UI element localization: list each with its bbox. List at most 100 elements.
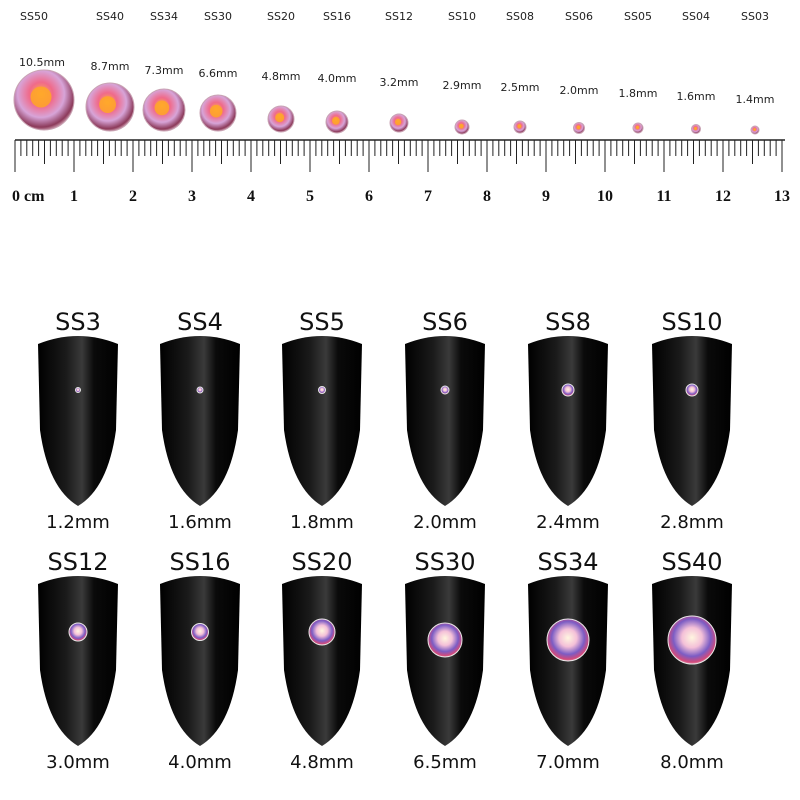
stone-size: 1.8mm [619, 87, 658, 100]
ruler-number: 1 [70, 188, 78, 205]
stone-code: SS05 [624, 10, 652, 23]
stone-code: SS08 [506, 10, 534, 23]
rhinestone [561, 383, 575, 397]
stone-size: 2.0mm [560, 84, 599, 97]
stone-code: SS30 [204, 10, 232, 23]
nail-code: SS8 [545, 308, 591, 336]
nail-tip [282, 576, 362, 746]
ruler-number: 9 [542, 188, 550, 205]
rhinestone [191, 623, 209, 641]
rhinestone-table [154, 100, 170, 116]
rhinestone [440, 385, 450, 395]
stone-code: SS04 [682, 10, 710, 23]
nail-size: 8.0mm [660, 752, 724, 773]
nail-tip [38, 576, 118, 746]
ruler-number: 5 [306, 188, 314, 205]
rhinestone-table [30, 86, 52, 108]
rhinestone-table [517, 124, 522, 129]
nail-tip [160, 576, 240, 746]
stone-code: SS50 [20, 10, 48, 23]
nail-code: SS20 [291, 548, 352, 576]
ruler-number: 2 [129, 188, 137, 205]
stone-size: 1.4mm [736, 93, 775, 106]
ruler-number: 11 [656, 188, 671, 205]
rhinestone-table [635, 125, 640, 130]
nail-size: 1.6mm [168, 512, 232, 533]
stone-size: 2.5mm [501, 81, 540, 94]
nail-code: SS6 [422, 308, 468, 336]
stone-size: 8.7mm [91, 60, 130, 73]
stone-size: 4.8mm [262, 70, 301, 83]
rhinestone-table [458, 123, 464, 129]
rhinestone [546, 618, 590, 662]
rhinestone [427, 622, 463, 658]
nail-code: SS4 [177, 308, 223, 336]
nail-tip [282, 336, 362, 506]
ruler-number: 10 [597, 188, 613, 205]
stone-code: SS03 [741, 10, 769, 23]
rhinestone [68, 622, 88, 642]
rhinestone-table [576, 125, 581, 130]
nail-size: 7.0mm [536, 752, 600, 773]
stone-size: 2.9mm [443, 79, 482, 92]
nail-size: 1.2mm [46, 512, 110, 533]
nail-size: 4.0mm [168, 752, 232, 773]
rhinestone-table [753, 128, 756, 132]
nail-size: 3.0mm [46, 752, 110, 773]
nail-size: 1.8mm [290, 512, 354, 533]
nail-tip [652, 336, 732, 506]
ruler-number: 0 cm [12, 188, 45, 205]
nail-tip [38, 336, 118, 506]
nail-size: 6.5mm [413, 752, 477, 773]
nail-tip [160, 336, 240, 506]
stone-code: SS20 [267, 10, 295, 23]
stone-size: 7.3mm [145, 64, 184, 77]
rhinestone-table [693, 126, 698, 131]
stone-size: 3.2mm [380, 76, 419, 89]
rhinestone-table [275, 113, 285, 123]
nail-code: SS40 [661, 548, 722, 576]
rhinestone-table [99, 96, 116, 113]
ruler-number: 8 [483, 188, 491, 205]
stone-size: 6.6mm [199, 67, 238, 80]
nail-code: SS10 [661, 308, 722, 336]
nail-code: SS5 [299, 308, 345, 336]
rhinestone [75, 387, 81, 393]
nail-tip [528, 336, 608, 506]
rhinestone [685, 383, 699, 397]
rhinestone [667, 615, 717, 665]
ruler-number: 3 [188, 188, 196, 205]
stone-code: SS12 [385, 10, 413, 23]
ruler-number: 4 [247, 188, 255, 205]
nail-code: SS16 [169, 548, 230, 576]
stone-code: SS06 [565, 10, 593, 23]
nail-size: 2.8mm [660, 512, 724, 533]
rhinestone [308, 618, 336, 646]
rhinestone [318, 386, 326, 394]
rhinestone [196, 386, 204, 394]
stone-size: 1.6mm [677, 90, 716, 103]
ruler-number: 12 [715, 188, 731, 205]
ruler-number: 7 [424, 188, 432, 205]
nail-code: SS3 [55, 308, 101, 336]
rhinestone-table [332, 117, 340, 125]
stone-code: SS16 [323, 10, 351, 23]
stone-size: 4.0mm [318, 72, 357, 85]
stone-code: SS40 [96, 10, 124, 23]
nail-tip [405, 576, 485, 746]
stone-code: SS10 [448, 10, 476, 23]
stone-size: 10.5mm [19, 56, 65, 69]
nail-tip [405, 336, 485, 506]
nail-size: 2.4mm [536, 512, 600, 533]
nail-code: SS12 [47, 548, 108, 576]
nail-size: 4.8mm [290, 752, 354, 773]
rhinestone-table [209, 104, 223, 118]
ruler-number: 13 [774, 188, 790, 205]
ruler-number: 6 [365, 188, 373, 205]
rhinestone-table [394, 118, 402, 126]
stone-code: SS34 [150, 10, 178, 23]
nail-size: 2.0mm [413, 512, 477, 533]
nail-code: SS34 [537, 548, 598, 576]
nail-code: SS30 [414, 548, 475, 576]
